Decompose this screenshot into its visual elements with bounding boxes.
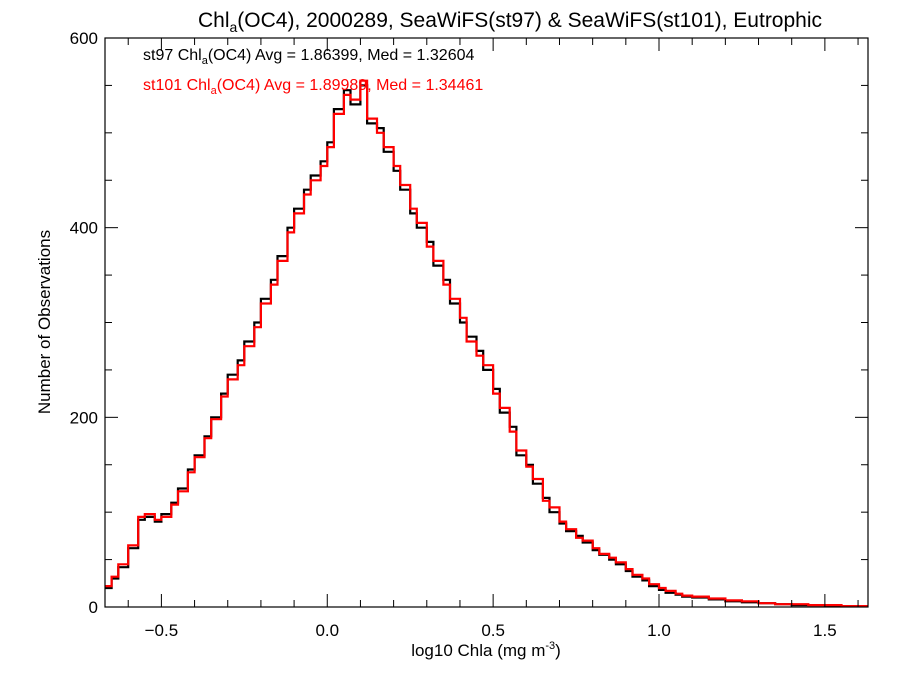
y-axis-label: Number of Observations <box>35 230 54 414</box>
x-tick-label: 0.5 <box>481 621 505 640</box>
series-layer <box>105 79 868 608</box>
y-tick-label: 200 <box>70 408 98 427</box>
y-tick-label: 0 <box>89 598 98 617</box>
st101-stats-annotation: st101 Chla(OC4) Avg = 1.89989, Med = 1.3… <box>143 77 483 97</box>
x-tick-label: −0.5 <box>145 621 179 640</box>
y-tick-label: 400 <box>70 219 98 238</box>
series-st101-line <box>105 79 868 608</box>
x-tick-label: 1.0 <box>647 621 671 640</box>
x-tick-label: 1.5 <box>813 621 837 640</box>
x-tick-label: 0.0 <box>315 621 339 640</box>
y-tick-label: 600 <box>70 29 98 48</box>
series-st97-line <box>105 84 868 608</box>
chart-title: Chla(OC4), 2000289, SeaWiFS(st97) & SeaW… <box>198 9 822 35</box>
st97-stats-annotation: st97 Chla(OC4) Avg = 1.86399, Med = 1.32… <box>143 47 474 67</box>
x-axis-label: log10 Chla (mg m-3) <box>411 640 561 660</box>
x-axis: −0.5 0.0 0.5 1.0 1.5 <box>127 38 859 640</box>
plot-frame <box>104 37 869 608</box>
y-axis: 0 200 400 600 <box>70 29 868 617</box>
